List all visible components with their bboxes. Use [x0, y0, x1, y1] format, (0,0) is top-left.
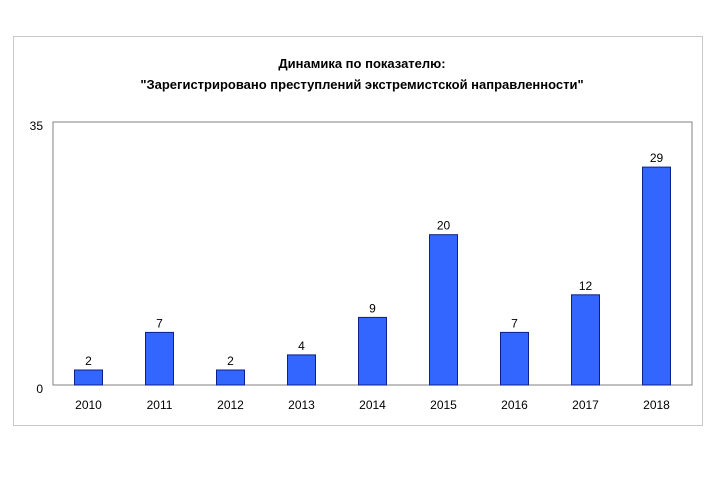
bar-2013 — [287, 354, 316, 386]
x-tick-label-2010: 2010 — [75, 398, 102, 412]
bar-2018 — [642, 166, 671, 386]
bar-2010 — [74, 369, 103, 386]
x-tick-label-2017: 2017 — [572, 398, 599, 412]
x-tick-label-2014: 2014 — [359, 398, 386, 412]
x-tick-label-2013: 2013 — [288, 398, 315, 412]
chart-frame: Динамика по показателю: "Зарегистрирован… — [13, 36, 703, 426]
bar-2017 — [571, 294, 600, 386]
x-tick-label-2015: 2015 — [430, 398, 457, 412]
bar-2015 — [429, 234, 458, 386]
data-label-2010: 2 — [85, 354, 92, 368]
y-tick-label-max: 35 — [30, 119, 44, 133]
bar-2012 — [216, 369, 245, 386]
data-label-2014: 9 — [369, 301, 376, 315]
chart-subtitle: "Зарегистрировано преступлений экстремис… — [140, 77, 583, 92]
data-label-2017: 12 — [579, 279, 593, 293]
chart-title: Динамика по показателю: — [278, 56, 445, 71]
bar-2011 — [145, 331, 174, 386]
bar-2014 — [358, 316, 387, 386]
x-tick-label-2012: 2012 — [217, 398, 244, 412]
x-tick-label-2016: 2016 — [501, 398, 528, 412]
x-tick-label-2018: 2018 — [643, 398, 670, 412]
data-label-2016: 7 — [511, 316, 518, 330]
data-label-2018: 29 — [650, 151, 664, 165]
bar-2016 — [500, 331, 529, 386]
data-label-2011: 7 — [156, 316, 163, 330]
data-label-2012: 2 — [227, 354, 234, 368]
bar-chart: Динамика по показателю: "Зарегистрирован… — [30, 56, 693, 412]
data-label-2013: 4 — [298, 339, 305, 353]
x-tick-label-2011: 2011 — [147, 398, 173, 412]
y-tick-label-min: 0 — [36, 382, 43, 396]
bar-series: 2 2010 7 2011 2 2012 4 2013 9 2014 20 2015 7 2016 12 20… — [74, 151, 671, 412]
data-label-2015: 20 — [437, 219, 451, 233]
